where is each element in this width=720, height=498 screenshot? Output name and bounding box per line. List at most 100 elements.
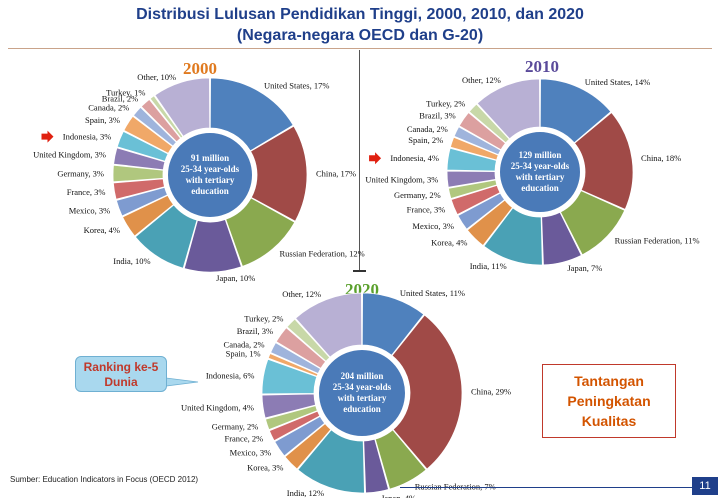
label-2020-china: China, 29% xyxy=(471,386,511,396)
slice-2010-spain xyxy=(449,136,499,161)
center-disc-2010 xyxy=(498,130,582,214)
slice-2020-spain xyxy=(267,353,319,377)
label-2020-germany: Germany, 2% xyxy=(212,421,259,431)
center-text-2020: 25-34 year-olds xyxy=(333,382,392,392)
label-2000-japan: Japan, 10% xyxy=(216,273,255,283)
slice-2020-india xyxy=(297,429,365,494)
label-2010-japan: Japan, 7% xyxy=(567,263,602,273)
label-2020-france: France, 2% xyxy=(224,433,263,443)
label-2000-india: India, 10% xyxy=(113,256,150,266)
slice-2020-indonesia xyxy=(261,358,318,395)
slice-2020-korea xyxy=(284,423,332,470)
center-text-2020: 204 million xyxy=(341,371,384,381)
label-2010-other: Other, 12% xyxy=(462,75,501,85)
slice-2010-india xyxy=(483,207,543,266)
label-2000-germany: Germany, 3% xyxy=(57,168,104,178)
indonesia-arrow-2000-icon xyxy=(41,130,54,143)
slice-2010-united-states xyxy=(539,78,612,144)
center-text-2000: education xyxy=(191,186,229,196)
label-2020-japan: Japan, 4% xyxy=(381,493,416,498)
slice-2000-china xyxy=(250,125,308,222)
label-2010-turkey: Turkey, 2% xyxy=(426,99,465,109)
label-2000-united-kingdom: United Kingdom, 3% xyxy=(33,150,106,160)
label-2020-russian-federation: Russian Federation, 7% xyxy=(415,482,496,492)
label-2010-canada: Canada, 2% xyxy=(407,124,448,134)
slice-2000-indonesia xyxy=(116,130,169,162)
title-divider xyxy=(8,48,712,49)
slice-2010-canada xyxy=(453,126,502,156)
label-2000-russian-federation: Russian Federation, 12% xyxy=(279,249,364,259)
center-text-2020: with tertiary xyxy=(338,393,387,403)
label-2000-spain: Spain, 3% xyxy=(85,115,120,125)
callout-line-1: Ranking ke-5 xyxy=(83,360,159,374)
slice-2020-japan xyxy=(363,438,390,494)
center-text-2020: education xyxy=(343,404,381,414)
slice-2010-korea xyxy=(466,199,513,247)
slice-2020-germany xyxy=(265,405,318,431)
slice-2020-china xyxy=(391,314,463,470)
slice-2000-other xyxy=(154,77,211,137)
label-2000-indonesia: Indonesia, 3% xyxy=(63,132,112,142)
slice-2020-united-states xyxy=(361,292,425,356)
vertical-divider-tick xyxy=(353,270,366,272)
slice-2000-spain xyxy=(123,115,174,154)
slice-2010-turkey xyxy=(468,103,510,144)
center-disc-2000 xyxy=(166,131,254,219)
slice-2020-brazil xyxy=(275,327,327,369)
label-2000-china: China, 17% xyxy=(316,168,356,178)
page-subtitle: (Negara-negara OECD dan G-20) xyxy=(236,27,484,44)
label-2020-spain: Spain, 1% xyxy=(226,349,261,359)
slice-2010-france xyxy=(450,184,501,216)
slice-2020-turkey xyxy=(286,318,331,362)
label-2010-brazil: Brazil, 3% xyxy=(419,111,455,121)
label-2010-united-states: United States, 14% xyxy=(585,77,650,87)
page-number: 11 xyxy=(692,477,718,495)
center-text-2010: with tertiary xyxy=(516,172,565,182)
slice-2010-japan xyxy=(541,211,582,266)
slice-2020-france xyxy=(268,410,321,442)
slice-2000-france xyxy=(112,178,165,200)
slice-2010-russian-federation xyxy=(559,190,626,256)
label-2020-canada: Canada, 2% xyxy=(224,340,265,350)
label-2010-china: China, 18% xyxy=(641,153,681,163)
label-2010-germany: Germany, 2% xyxy=(394,190,441,200)
slice-2020-united-kingdom xyxy=(261,393,317,419)
center-text-2010: education xyxy=(521,183,559,193)
slice-2000-japan xyxy=(183,218,242,273)
year-label-2000: 2000 xyxy=(183,59,217,78)
slice-2010-indonesia xyxy=(446,147,497,172)
vertical-divider xyxy=(359,50,360,272)
challenge-line-2: Peningkatan xyxy=(567,393,651,409)
slice-2000-united-kingdom xyxy=(113,147,166,171)
label-2010-united-kingdom: United Kingdom, 3% xyxy=(365,175,438,185)
label-2000-mexico: Mexico, 3% xyxy=(69,205,111,215)
slice-2010-other xyxy=(476,78,541,140)
slice-2010-mexico xyxy=(457,192,506,230)
slice-2000-korea xyxy=(122,194,175,237)
label-2000-brazil: Brazil, 2% xyxy=(102,93,138,103)
label-2010-russian-federation: Russian Federation, 11% xyxy=(615,235,700,245)
center-text-2000: with tertiary xyxy=(186,175,235,185)
indonesia-arrow-2010-icon xyxy=(369,152,382,165)
slice-2020-russian-federation xyxy=(374,429,427,490)
slice-2000-united-states xyxy=(209,77,294,152)
label-2010-korea: Korea, 4% xyxy=(431,238,467,248)
label-2020-indonesia: Indonesia, 6% xyxy=(206,370,255,380)
label-2010-indonesia: Indonesia, 4% xyxy=(390,153,439,163)
callout-pointer xyxy=(165,377,199,387)
footer-line xyxy=(400,487,692,488)
label-2020-india: India, 12% xyxy=(287,488,324,498)
slice-2000-germany xyxy=(112,164,164,183)
label-2000-turkey: Turkey, 1% xyxy=(106,87,145,97)
slice-2020-other xyxy=(295,292,363,358)
center-text-2010: 129 million xyxy=(519,150,562,160)
slice-2000-canada xyxy=(132,106,177,147)
slice-2010-germany xyxy=(447,179,498,200)
label-2020-united-states: United States, 11% xyxy=(400,288,465,298)
slice-2000-india xyxy=(134,204,198,269)
page-title: Distribusi Lulusan Pendidikan Tinggi, 20… xyxy=(136,6,584,23)
label-2020-united-kingdom: United Kingdom, 4% xyxy=(181,403,254,413)
challenge-line-1: Tantangan xyxy=(574,373,644,389)
slice-2000-turkey xyxy=(149,95,184,139)
center-text-2000: 25-34 year-olds xyxy=(181,164,240,174)
